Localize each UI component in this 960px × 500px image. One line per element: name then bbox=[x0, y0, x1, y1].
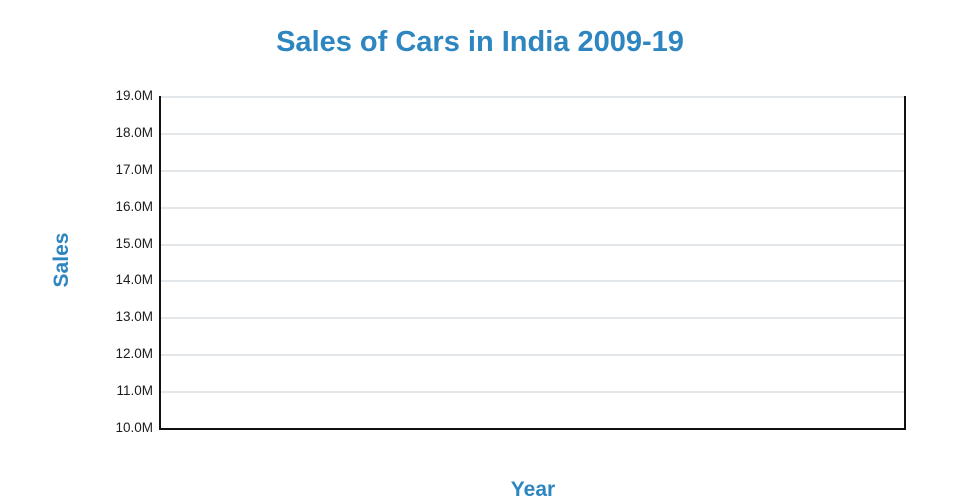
gridline bbox=[161, 280, 904, 282]
y-tick-label: 16.0M bbox=[115, 199, 153, 214]
y-tick-label: 10.0M bbox=[115, 420, 153, 435]
gridline bbox=[161, 96, 904, 98]
gridline bbox=[161, 391, 904, 393]
chart-title: Sales of Cars in India 2009-19 bbox=[276, 26, 684, 58]
y-tick-label: 18.0M bbox=[115, 125, 153, 140]
gridline bbox=[161, 170, 904, 172]
y-tick-label: 11.0M bbox=[116, 383, 153, 398]
gridline bbox=[161, 207, 904, 209]
y-tick-label: 15.0M bbox=[115, 236, 153, 251]
y-tick-label: 13.0M bbox=[115, 309, 153, 324]
y-tick-label: 12.0M bbox=[115, 346, 153, 361]
gridline bbox=[161, 354, 904, 356]
y-tick-label: 14.0M bbox=[115, 272, 153, 287]
gridline bbox=[161, 133, 904, 135]
plot-area bbox=[159, 96, 906, 430]
gridline bbox=[161, 317, 904, 319]
x-axis-title: Year bbox=[510, 478, 556, 500]
y-tick-label: 19.0M bbox=[115, 88, 153, 103]
gridline bbox=[161, 244, 904, 246]
y-tick-label: 17.0M bbox=[115, 162, 153, 177]
